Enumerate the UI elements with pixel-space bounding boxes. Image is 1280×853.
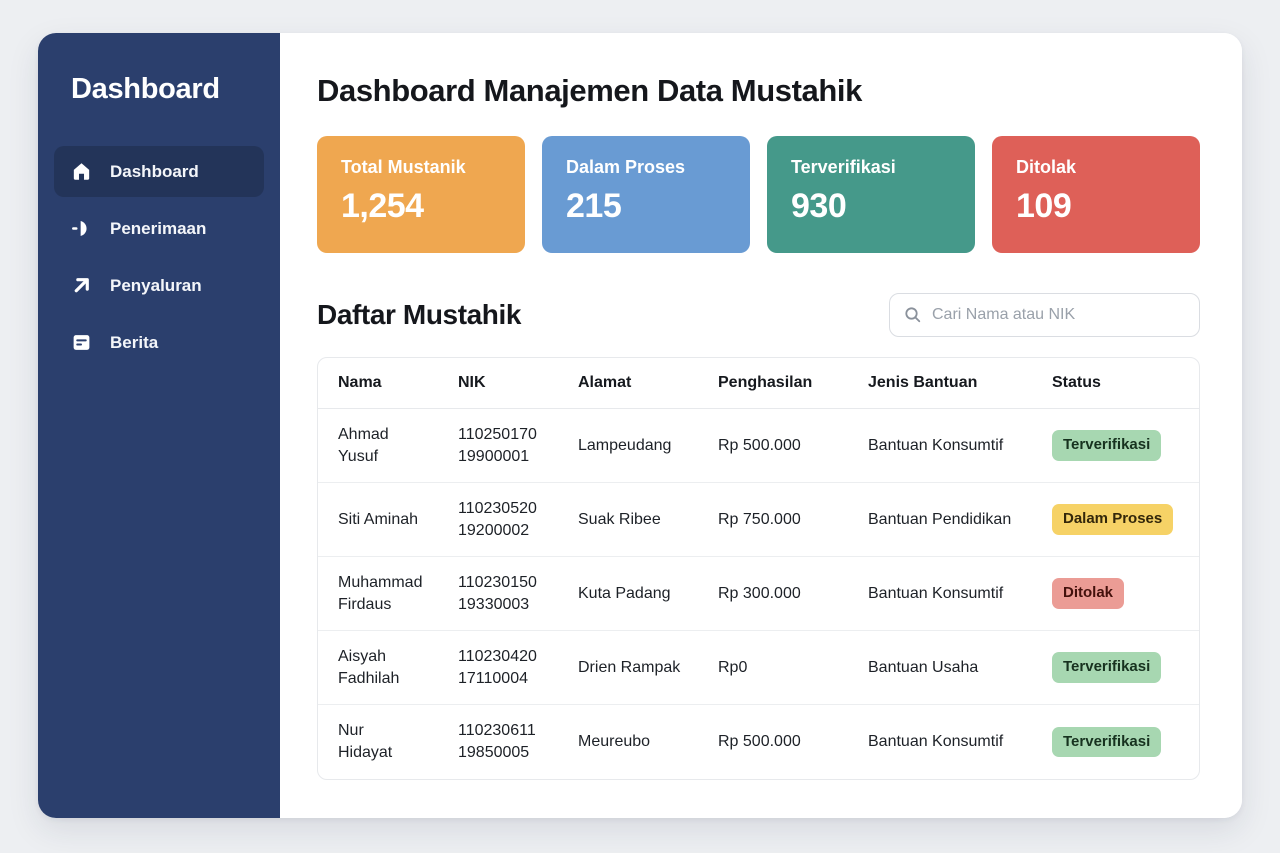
sidebar-item-dashboard[interactable]: Dashboard <box>54 146 264 197</box>
search-input[interactable] <box>932 306 1185 324</box>
sidebar-title: Dashboard <box>71 73 220 105</box>
status-badge: Ditolak <box>1052 578 1125 609</box>
sidebar-nav: Dashboard Penerimaan Penyaluran Berita <box>54 146 264 368</box>
cell-status: Terverifikasi <box>1040 631 1199 705</box>
cell-nik: 110250170 19900001 <box>458 425 537 465</box>
news-icon <box>71 332 92 353</box>
stat-label: Terverifikasi <box>791 157 896 177</box>
sidebar-item-label: Berita <box>110 332 159 352</box>
cell-jenis: Bantuan Usaha <box>868 658 979 676</box>
table-row: Muhammad Firdaus 110230150 19330003 Kuta P… <box>318 557 1199 631</box>
stat-card-ditolak: Ditolak 109 <box>992 136 1200 253</box>
cell-status: Dalam Proses <box>1040 483 1199 557</box>
status-badge: Terverifikasi <box>1052 726 1162 757</box>
stat-card-terverifikasi: Terverifikasi 930 <box>767 136 975 253</box>
cell-nik: 110230150 19330003 <box>458 573 537 613</box>
cell-nik: 110230520 19200002 <box>458 499 537 539</box>
receive-icon <box>71 218 92 239</box>
table-header-row: Nama NIK Alamat Penghasilan Jenis Bantua… <box>318 358 1199 409</box>
status-badge: Terverifikasi <box>1052 652 1162 683</box>
sidebar: Dashboard Dashboard Penerimaan Penyalura… <box>38 33 280 818</box>
sidebar-item-penerimaan[interactable]: Penerimaan <box>54 203 264 254</box>
sidebar-item-label: Penerimaan <box>110 218 207 238</box>
section-title: Daftar Mustahik <box>317 299 522 330</box>
sidebar-item-penyaluran[interactable]: Penyaluran <box>54 260 264 311</box>
arrow-up-right-icon <box>71 275 92 296</box>
cell-nama: Siti Aminah <box>338 510 419 528</box>
home-icon <box>71 161 92 182</box>
cell-jenis: Bantuan Konsumtif <box>868 732 1004 750</box>
page-title: Dashboard Manajemen Data Mustahik <box>317 73 862 108</box>
column-header-nik: NIK <box>458 374 486 391</box>
column-header-nama: Nama <box>338 374 382 391</box>
cell-nama: Ahmad Yusuf <box>338 425 389 465</box>
main-content: Dashboard Manajemen Data Mustahik Total … <box>280 33 1242 818</box>
cell-jenis: Bantuan Konsumtif <box>868 584 1004 602</box>
cell-penghasilan: Rp 300.000 <box>718 584 801 602</box>
cell-nama: Aisyah Fadhilah <box>338 647 400 687</box>
cell-penghasilan: Rp 500.000 <box>718 436 801 454</box>
stats-row: Total Mustanik 1,254 Dalam Proses 215 Te… <box>317 136 1200 253</box>
cell-penghasilan: Rp0 <box>718 658 748 676</box>
cell-alamat: Drien Rampak <box>578 658 681 676</box>
search-box[interactable] <box>889 293 1200 337</box>
stat-card-total-mustanik: Total Mustanik 1,254 <box>317 136 525 253</box>
cell-alamat: Kuta Padang <box>578 584 671 602</box>
cell-nama: Muhammad Firdaus <box>338 573 423 613</box>
table-row: Aisyah Fadhilah 110230420 17110004 Drien R… <box>318 631 1199 705</box>
status-badge: Dalam Proses <box>1052 504 1174 535</box>
cell-nik: 110230611 19850005 <box>458 722 536 761</box>
cell-nama: Nur Hidayat <box>338 722 393 761</box>
table-body: Ahmad Yusuf 110250170 19900001 Lampeudang R… <box>318 409 1199 779</box>
stat-label: Dalam Proses <box>566 157 686 177</box>
stat-value: 930 <box>791 187 847 225</box>
column-header-alamat: Alamat <box>578 374 632 391</box>
table-row: Ahmad Yusuf 110250170 19900001 Lampeudang R… <box>318 409 1199 483</box>
sidebar-item-berita[interactable]: Berita <box>54 317 264 368</box>
stat-card-dalam-proses: Dalam Proses 215 <box>542 136 750 253</box>
list-header: Daftar Mustahik <box>317 293 1200 337</box>
column-header-status: Status <box>1052 374 1101 391</box>
sidebar-item-label: Penyaluran <box>110 275 202 295</box>
cell-status: Ditolak <box>1040 557 1199 631</box>
stat-value: 215 <box>566 187 622 225</box>
cell-jenis: Bantuan Pendidikan <box>868 510 1012 528</box>
cell-alamat: Meureubo <box>578 732 651 750</box>
column-header-jenis-bantuan: Jenis Bantuan <box>868 374 978 391</box>
status-badge: Terverifikasi <box>1052 430 1162 461</box>
magnifier-icon <box>904 306 922 324</box>
column-header-penghasilan: Penghasilan <box>718 374 813 391</box>
stat-label: Total Mustanik <box>341 157 466 177</box>
mustahik-table: Nama NIK Alamat Penghasilan Jenis Bantua… <box>317 357 1200 780</box>
cell-nik: 110230420 17110004 <box>458 647 537 687</box>
table-row: Siti Aminah 110230520 19200002 Suak Ribee R… <box>318 483 1199 557</box>
cell-alamat: Suak Ribee <box>578 510 661 528</box>
cell-status: Terverifikasi <box>1040 409 1199 483</box>
cell-penghasilan: Rp 750.000 <box>718 510 801 528</box>
cell-jenis: Bantuan Konsumtif <box>868 436 1004 454</box>
cell-status: Terverifikasi <box>1040 705 1199 779</box>
cell-alamat: Lampeudang <box>578 436 672 454</box>
sidebar-item-label: Dashboard <box>110 161 199 181</box>
stat-value: 1,254 <box>341 187 424 225</box>
cell-penghasilan: Rp 500.000 <box>718 732 801 750</box>
stat-value: 109 <box>1016 187 1072 225</box>
stat-label: Ditolak <box>1016 157 1077 177</box>
app-window: Dashboard Dashboard Penerimaan Penyalura… <box>38 33 1242 818</box>
table-row: Nur Hidayat 110230611 19850005 Meureubo Rp … <box>318 705 1199 779</box>
